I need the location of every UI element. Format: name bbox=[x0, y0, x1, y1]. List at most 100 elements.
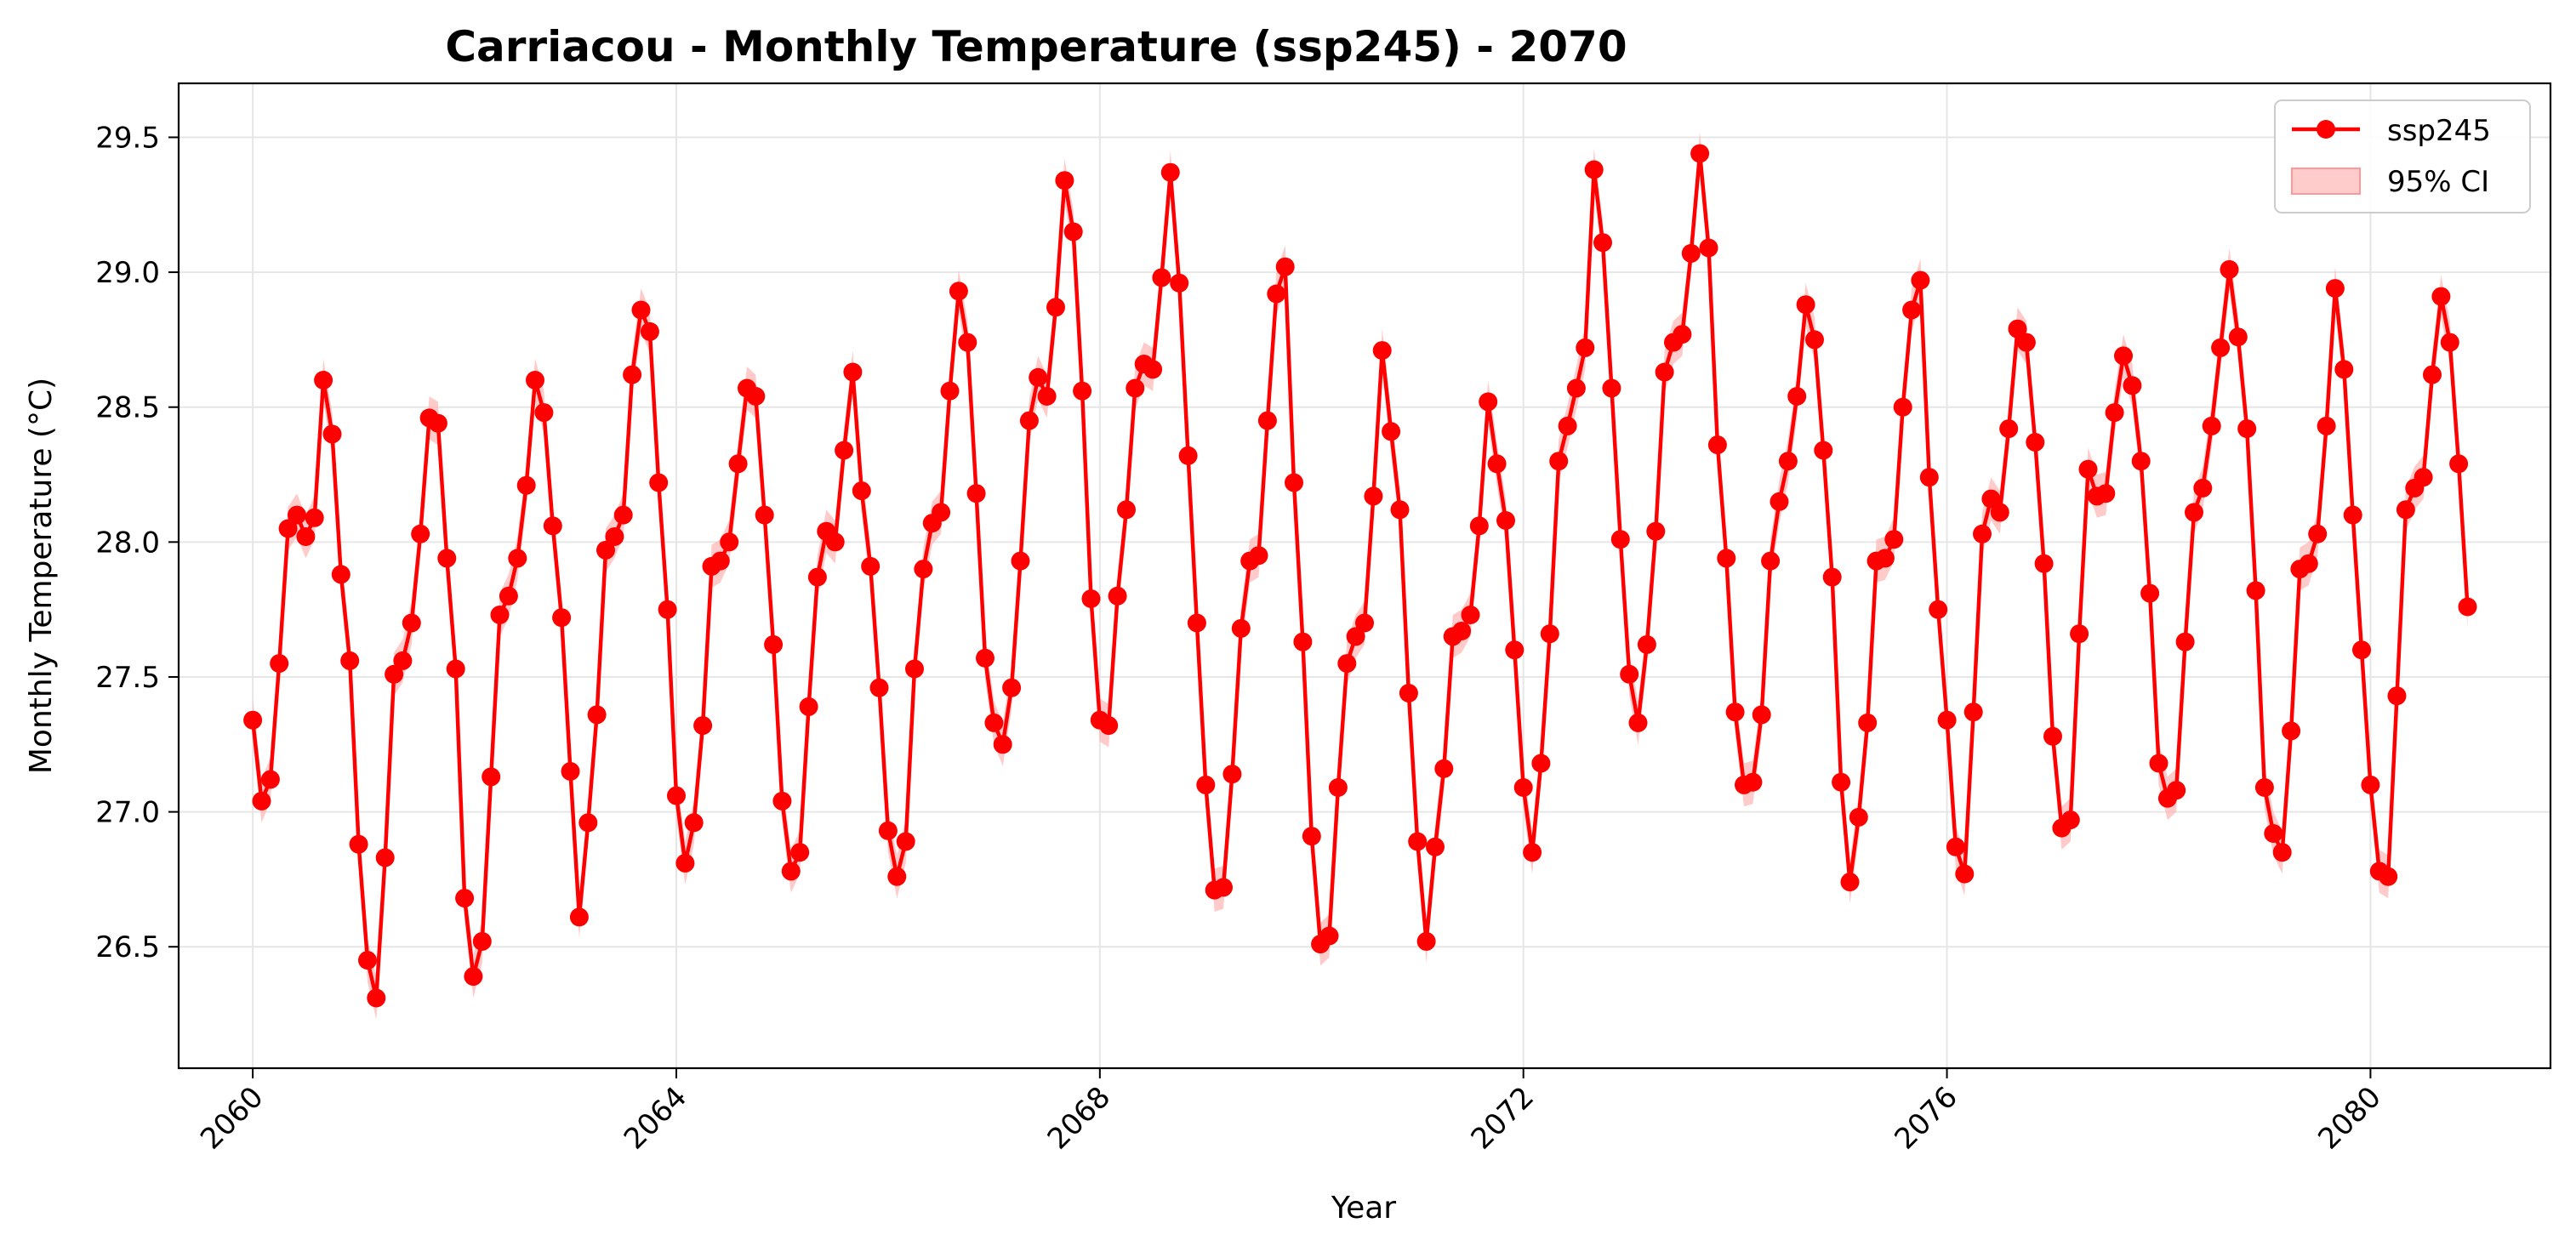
data-point bbox=[322, 424, 342, 444]
data-point bbox=[1902, 300, 1922, 320]
data-point bbox=[1752, 705, 1771, 725]
data-point bbox=[1593, 233, 1612, 253]
data-point bbox=[2140, 583, 2160, 603]
data-point bbox=[949, 282, 968, 301]
data-point bbox=[613, 505, 633, 525]
legend-marker-swatch bbox=[2317, 120, 2335, 139]
data-point bbox=[2026, 433, 2045, 452]
y-tick-label: 27.5 bbox=[95, 661, 160, 695]
data-point bbox=[252, 791, 271, 811]
data-point bbox=[1408, 832, 1428, 851]
data-point bbox=[2264, 824, 2283, 843]
data-point bbox=[1981, 489, 2001, 509]
data-point bbox=[1011, 551, 1030, 571]
data-point bbox=[1832, 772, 1851, 792]
data-point bbox=[1743, 772, 1763, 792]
data-point bbox=[2167, 781, 2186, 800]
plot-frame bbox=[177, 82, 2552, 1070]
data-point bbox=[2334, 360, 2354, 379]
data-point bbox=[710, 551, 730, 571]
data-point bbox=[2272, 843, 2292, 862]
data-point bbox=[552, 608, 572, 628]
data-point bbox=[667, 786, 686, 805]
data-point bbox=[1513, 778, 1533, 797]
data-point bbox=[1319, 926, 1339, 946]
data-point bbox=[1584, 160, 1604, 179]
data-point bbox=[2193, 478, 2213, 498]
data-point bbox=[861, 556, 881, 576]
data-point bbox=[1699, 238, 1718, 258]
data-point bbox=[2282, 721, 2301, 741]
series-layer bbox=[243, 144, 2477, 1008]
data-point bbox=[1372, 341, 1392, 361]
data-point bbox=[2043, 726, 2062, 746]
data-point bbox=[1822, 567, 1842, 587]
data-point bbox=[561, 762, 580, 781]
data-point bbox=[2070, 624, 2089, 644]
data-point bbox=[1187, 613, 1206, 633]
data-point bbox=[569, 907, 589, 927]
data-point bbox=[305, 508, 324, 527]
data-point bbox=[1875, 549, 1895, 568]
data-point bbox=[1840, 873, 1860, 892]
data-point bbox=[1955, 864, 1975, 884]
data-point bbox=[1990, 503, 2009, 522]
data-point bbox=[932, 503, 951, 522]
data-point bbox=[649, 473, 669, 492]
y-tick-label: 28.0 bbox=[95, 526, 160, 560]
data-point bbox=[799, 697, 818, 716]
data-point bbox=[2440, 333, 2459, 352]
data-point bbox=[1117, 500, 1136, 520]
data-point bbox=[2254, 778, 2274, 797]
data-point bbox=[1884, 530, 1904, 549]
data-point bbox=[781, 862, 801, 881]
data-point bbox=[631, 300, 651, 320]
data-point bbox=[1108, 586, 1127, 606]
data-point bbox=[1999, 419, 2019, 439]
data-point bbox=[1540, 624, 1559, 644]
data-point bbox=[790, 843, 810, 862]
data-point bbox=[1725, 702, 1745, 722]
data-point bbox=[385, 664, 404, 684]
data-point bbox=[958, 333, 977, 352]
data-point bbox=[1655, 362, 1674, 382]
data-point bbox=[1390, 500, 1410, 520]
data-point bbox=[1770, 492, 1789, 511]
data-point bbox=[402, 613, 421, 633]
data-point bbox=[2105, 403, 2124, 423]
data-point bbox=[1778, 452, 1798, 471]
data-point bbox=[878, 821, 898, 840]
data-point bbox=[1214, 878, 1233, 897]
data-point bbox=[349, 834, 368, 854]
data-point bbox=[1355, 613, 1374, 633]
legend-ci-swatch bbox=[2291, 168, 2361, 195]
data-point bbox=[1487, 454, 1507, 474]
data-point bbox=[1222, 765, 1242, 784]
data-point bbox=[437, 549, 457, 568]
data-point bbox=[1346, 627, 1365, 646]
data-point bbox=[2114, 346, 2133, 366]
data-point bbox=[2123, 376, 2142, 395]
data-point bbox=[684, 813, 704, 833]
data-point bbox=[852, 481, 871, 501]
y-tick-label: 26.5 bbox=[95, 930, 160, 964]
data-point bbox=[411, 524, 430, 543]
data-point bbox=[835, 441, 854, 460]
data-point bbox=[658, 600, 677, 619]
data-point bbox=[2220, 259, 2239, 279]
data-point bbox=[2352, 640, 2371, 660]
data-point bbox=[534, 403, 554, 423]
data-point bbox=[526, 371, 544, 390]
data-point bbox=[2299, 554, 2318, 573]
data-point bbox=[1681, 243, 1701, 263]
data-point bbox=[2396, 500, 2415, 520]
data-point bbox=[623, 365, 642, 384]
data-point bbox=[482, 767, 501, 787]
data-point bbox=[367, 988, 386, 1008]
data-point bbox=[728, 454, 748, 474]
data-point bbox=[1814, 441, 1833, 460]
data-point bbox=[843, 362, 863, 382]
data-point bbox=[1690, 144, 1710, 163]
data-point bbox=[2131, 452, 2151, 471]
